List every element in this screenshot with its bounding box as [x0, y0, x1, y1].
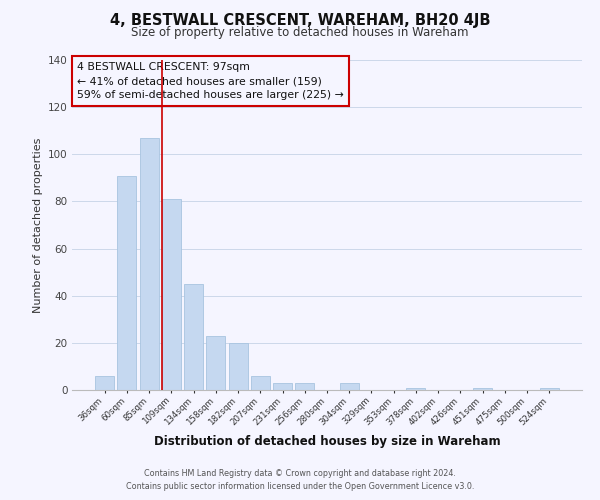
Bar	[540, 388, 559, 390]
Bar	[118, 176, 136, 390]
Bar	[295, 383, 314, 390]
Bar	[184, 284, 203, 390]
Text: 4 BESTWALL CRESCENT: 97sqm
← 41% of detached houses are smaller (159)
59% of sem: 4 BESTWALL CRESCENT: 97sqm ← 41% of deta…	[77, 62, 344, 100]
Bar	[473, 388, 492, 390]
X-axis label: Distribution of detached houses by size in Wareham: Distribution of detached houses by size …	[154, 435, 500, 448]
Y-axis label: Number of detached properties: Number of detached properties	[32, 138, 43, 312]
Bar	[140, 138, 158, 390]
Bar	[406, 388, 425, 390]
Bar	[273, 383, 292, 390]
Text: 4, BESTWALL CRESCENT, WAREHAM, BH20 4JB: 4, BESTWALL CRESCENT, WAREHAM, BH20 4JB	[110, 12, 490, 28]
Bar	[95, 376, 114, 390]
Bar	[162, 199, 181, 390]
Bar	[251, 376, 270, 390]
Bar	[206, 336, 225, 390]
Text: Contains HM Land Registry data © Crown copyright and database right 2024.
Contai: Contains HM Land Registry data © Crown c…	[126, 470, 474, 491]
Text: Size of property relative to detached houses in Wareham: Size of property relative to detached ho…	[131, 26, 469, 39]
Bar	[340, 383, 359, 390]
Bar	[229, 343, 248, 390]
